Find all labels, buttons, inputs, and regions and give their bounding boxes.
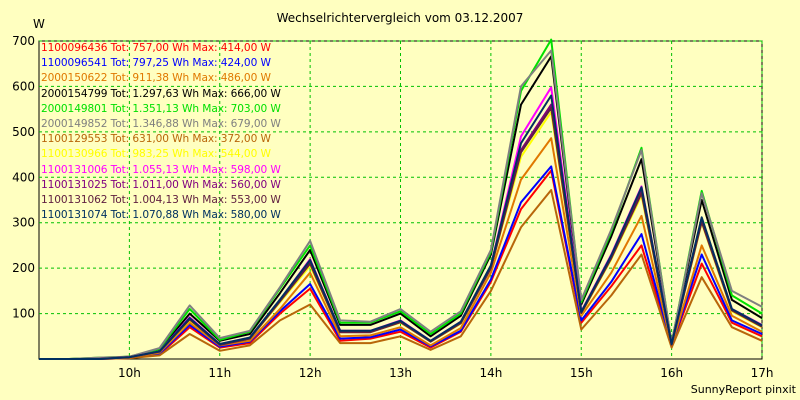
x-tick-label: 12h	[299, 366, 322, 380]
x-tick-label: 10h	[118, 366, 141, 380]
chart-legend: 1100096436 Tot: 757,00 Wh Max: 414,00 W 1…	[41, 41, 281, 223]
x-tick-label: 16h	[660, 366, 683, 380]
footer-credit: SunnyReport pinxit	[690, 383, 796, 396]
legend-entry-1100096541: 1100096541 Tot: 797,25 Wh Max: 424,00 W	[41, 57, 271, 70]
y-tick-label: 200	[12, 261, 35, 275]
x-tick-label: 15h	[570, 366, 593, 380]
legend-entry-2000149852: 2000149852 Tot: 1.346,88 Wh Max: 679,00 …	[41, 117, 281, 130]
legend-entry-2000149801: 2000149801 Tot: 1.351,13 Wh Max: 703,00 …	[41, 102, 281, 115]
x-tick-label: 14h	[479, 366, 502, 380]
legend-entry-1100131025: 1100131025 Tot: 1.011,00 Wh Max: 560,00 …	[41, 178, 281, 191]
series-line-1100129553	[39, 189, 763, 360]
legend-entry-1100129553: 1100129553 Tot: 631,00 Wh Max: 372,00 W	[41, 133, 271, 146]
legend-entry-2000154799: 2000154799 Tot: 1.297,63 Wh Max: 666,00 …	[41, 87, 281, 100]
legend-entry-1100131062: 1100131062 Tot: 1.004,13 Wh Max: 553,00 …	[41, 193, 281, 206]
legend-entry-1100131074: 1100131074 Tot: 1.070,88 Wh Max: 580,00 …	[41, 209, 281, 222]
x-tick-label: 13h	[389, 366, 412, 380]
y-axis-unit-label: W	[33, 17, 45, 31]
y-tick-label: 100	[12, 307, 35, 321]
series-line-2000149852	[39, 49, 763, 360]
legend-entry-1100131006: 1100131006 Tot: 1.055,13 Wh Max: 598,00 …	[41, 163, 281, 176]
x-tick-label: 11h	[208, 366, 231, 380]
legend-entry-1100096436: 1100096436 Tot: 757,00 Wh Max: 414,00 W	[41, 42, 271, 54]
y-tick-label: 500	[12, 125, 35, 139]
y-tick-label: 400	[12, 170, 35, 184]
y-tick-label: 300	[12, 216, 35, 230]
legend-entry-1100130966: 1100130966 Tot: 983,25 Wh Max: 544,00 W	[41, 148, 271, 161]
legend-entry-2000150622: 2000150622 Tot: 911,38 Wh Max: 486,00 W	[41, 72, 271, 85]
y-tick-label: 600	[12, 79, 35, 93]
series-line-1100131074	[39, 94, 763, 360]
chart-title: Wechselrichtervergleich vom 03.12.2007	[276, 11, 524, 25]
x-tick-label: 17h	[751, 366, 774, 380]
y-tick-label: 700	[12, 34, 35, 48]
